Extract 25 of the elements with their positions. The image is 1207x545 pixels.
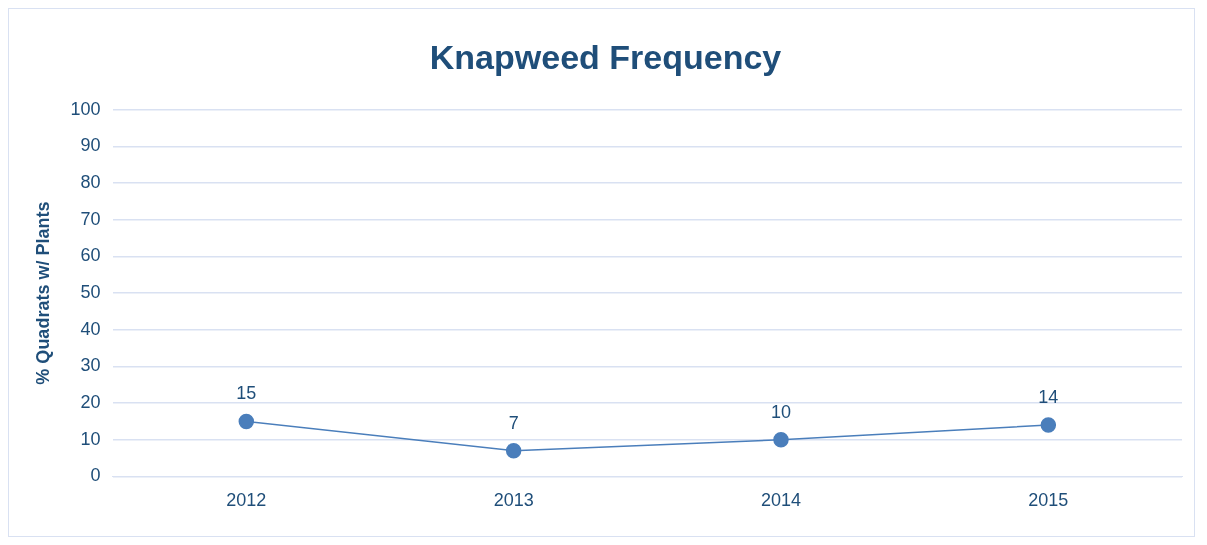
y-tick-label: 80	[80, 172, 101, 193]
x-tick-label: 2015	[1028, 490, 1069, 511]
y-tick-label: 90	[80, 135, 101, 156]
y-tick-label: 10	[80, 428, 101, 449]
point	[505, 442, 522, 459]
point	[238, 413, 255, 430]
y-tick-label: 70	[80, 208, 101, 229]
y-tick-label: 20	[80, 392, 101, 413]
y-tick-label: 0	[90, 465, 101, 486]
point	[1040, 417, 1057, 433]
y-tick-label: 40	[80, 318, 101, 339]
y-tick-label: 50	[80, 282, 101, 303]
x-tick-label: 2012	[226, 490, 267, 511]
x-tick-label: 2014	[760, 490, 802, 511]
x-tick-label: 2013	[493, 490, 534, 511]
data-label: 10	[770, 401, 791, 422]
point	[773, 431, 789, 448]
data-label: 15	[236, 383, 257, 404]
y-tick-label: 100	[70, 98, 101, 119]
y-axis-title: % Quadrats w/ Plants	[32, 201, 53, 385]
y-tick-label: 60	[80, 245, 101, 266]
data-label: 14	[1038, 387, 1059, 408]
data-label: 7	[508, 412, 519, 433]
chart-title: Knapweed Frequency	[429, 37, 782, 76]
y-tick-label: 30	[80, 355, 101, 376]
